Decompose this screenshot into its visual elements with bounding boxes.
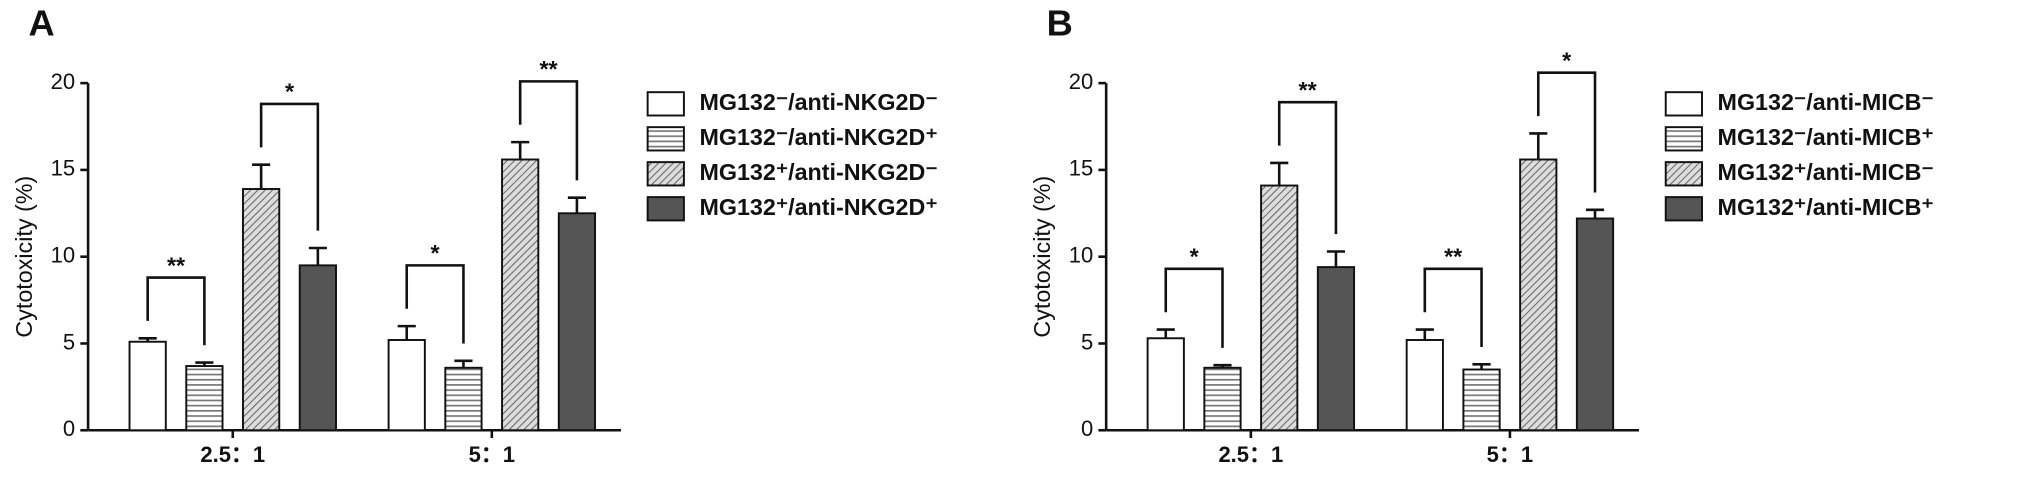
bar <box>298 264 337 432</box>
legend-label: MG132⁻/anti-NKG2D⁻ <box>699 89 937 115</box>
bar <box>1260 184 1299 432</box>
legend-swatch <box>646 161 685 187</box>
y-tick-label: 5 <box>1081 329 1093 354</box>
bar <box>1146 337 1185 432</box>
legend-label: MG132⁺/anti-MICB⁺ <box>1718 194 1934 220</box>
y-tick-label: 0 <box>63 416 75 441</box>
bar <box>501 158 540 432</box>
significance-label: ** <box>1299 77 1318 103</box>
significance-bracket <box>1164 267 1224 348</box>
bar <box>242 188 281 432</box>
significance-bracket <box>1277 100 1338 235</box>
legend-label: MG132⁺/anti-NKG2D⁻ <box>699 159 937 185</box>
y-tick-label: 15 <box>1069 156 1093 181</box>
bar <box>1203 366 1242 432</box>
significance-label: * <box>1190 244 1200 270</box>
x-tick-label: 2.5：1 <box>1218 442 1283 467</box>
bar <box>128 340 167 432</box>
bar <box>1519 158 1558 432</box>
significance-bracket <box>518 80 579 181</box>
legend-label: MG132⁺/anti-NKG2D⁺ <box>699 194 937 220</box>
panel-label: B <box>1047 3 1073 44</box>
significance-bracket <box>259 102 320 231</box>
legend-label: MG132⁻/anti-NKG2D⁺ <box>699 124 937 150</box>
y-axis-label: Cytotoxicity (%) <box>1029 176 1055 338</box>
significance-label: ** <box>539 56 558 82</box>
panel-label: A <box>28 3 54 44</box>
x-tick-label: 5：1 <box>469 442 515 467</box>
bar <box>444 366 483 432</box>
significance-bracket <box>146 276 206 346</box>
bar <box>1462 368 1501 432</box>
legend-swatch <box>646 126 685 152</box>
significance-bracket <box>1423 267 1483 347</box>
legend-swatch <box>1664 91 1703 117</box>
legend-swatch <box>1664 161 1703 187</box>
y-tick-label: 5 <box>63 329 75 354</box>
x-tick-label: 5：1 <box>1487 442 1533 467</box>
bar <box>1316 266 1356 432</box>
y-tick-label: 20 <box>1069 69 1093 94</box>
significance-label: * <box>285 79 295 105</box>
bar <box>387 339 426 432</box>
y-axis-label: Cytotoxicity (%) <box>11 176 37 338</box>
bar <box>557 212 597 432</box>
legend-swatch <box>646 196 685 222</box>
significance-label: * <box>1562 48 1572 74</box>
bar <box>1405 339 1444 432</box>
y-tick-label: 20 <box>51 69 75 94</box>
legend-label: MG132⁺/anti-MICB⁻ <box>1718 159 1934 185</box>
y-tick-label: 15 <box>51 156 75 181</box>
bar <box>185 365 224 432</box>
significance-bracket <box>1536 71 1597 193</box>
y-tick-label: 0 <box>1081 416 1093 441</box>
legend-label: MG132⁻/anti-MICB⁻ <box>1718 89 1934 115</box>
x-tick-label: 2.5：1 <box>200 442 265 467</box>
legend-swatch <box>1664 196 1703 222</box>
legend-swatch <box>646 91 685 117</box>
significance-label: * <box>431 240 441 266</box>
legend-label: MG132⁻/anti-MICB⁺ <box>1718 124 1934 150</box>
significance-label: ** <box>167 252 186 278</box>
y-tick-label: 10 <box>51 243 75 268</box>
y-tick-label: 10 <box>1069 243 1093 268</box>
legend-swatch <box>1664 126 1703 152</box>
significance-label: ** <box>1444 244 1463 270</box>
bar <box>1575 217 1615 432</box>
significance-bracket <box>405 264 465 344</box>
